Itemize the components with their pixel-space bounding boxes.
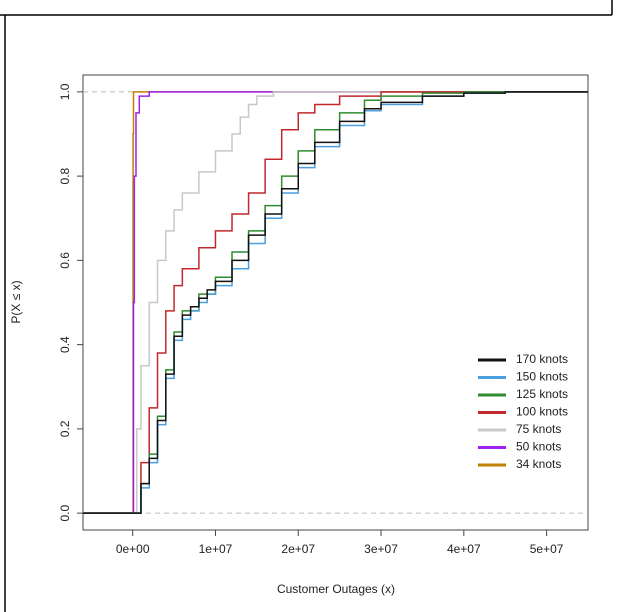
x-tick-label: 2e+07	[281, 542, 315, 556]
ecdf-line	[83, 91, 588, 514]
legend-label: 100 knots	[516, 405, 568, 419]
ecdf-line	[83, 91, 588, 514]
y-tick-label: 0.0	[58, 504, 72, 521]
legend-label: 150 knots	[516, 370, 568, 384]
y-tick-label: 0.4	[58, 336, 72, 353]
x-tick-label: 4e+07	[447, 542, 481, 556]
x-axis-label: Customer Outages (x)	[277, 582, 395, 596]
x-tick-label: 5e+07	[530, 542, 564, 556]
legend-label: 125 knots	[516, 387, 568, 401]
y-tick-label: 0.6	[58, 252, 72, 269]
y-tick-label: 1.0	[58, 83, 72, 100]
y-tick-label: 0.8	[58, 167, 72, 184]
x-tick-label: 3e+07	[364, 542, 398, 556]
y-axis-label: P(X ≤ x)	[9, 280, 23, 323]
legend-label: 34 knots	[516, 457, 561, 471]
ecdf-line	[83, 91, 588, 514]
ecdf-line	[83, 91, 588, 514]
legend-label: 50 knots	[516, 440, 561, 454]
legend-label: 75 knots	[516, 422, 561, 436]
plot-box	[82, 74, 589, 531]
ecdf-line	[83, 91, 588, 514]
x-tick-label: 1e+07	[199, 542, 233, 556]
x-tick-label: 0e+00	[116, 542, 150, 556]
y-tick-label: 0.2	[58, 420, 72, 437]
ecdf-line	[83, 91, 588, 514]
legend-label: 170 knots	[516, 352, 568, 366]
ecdf-line	[83, 91, 588, 514]
